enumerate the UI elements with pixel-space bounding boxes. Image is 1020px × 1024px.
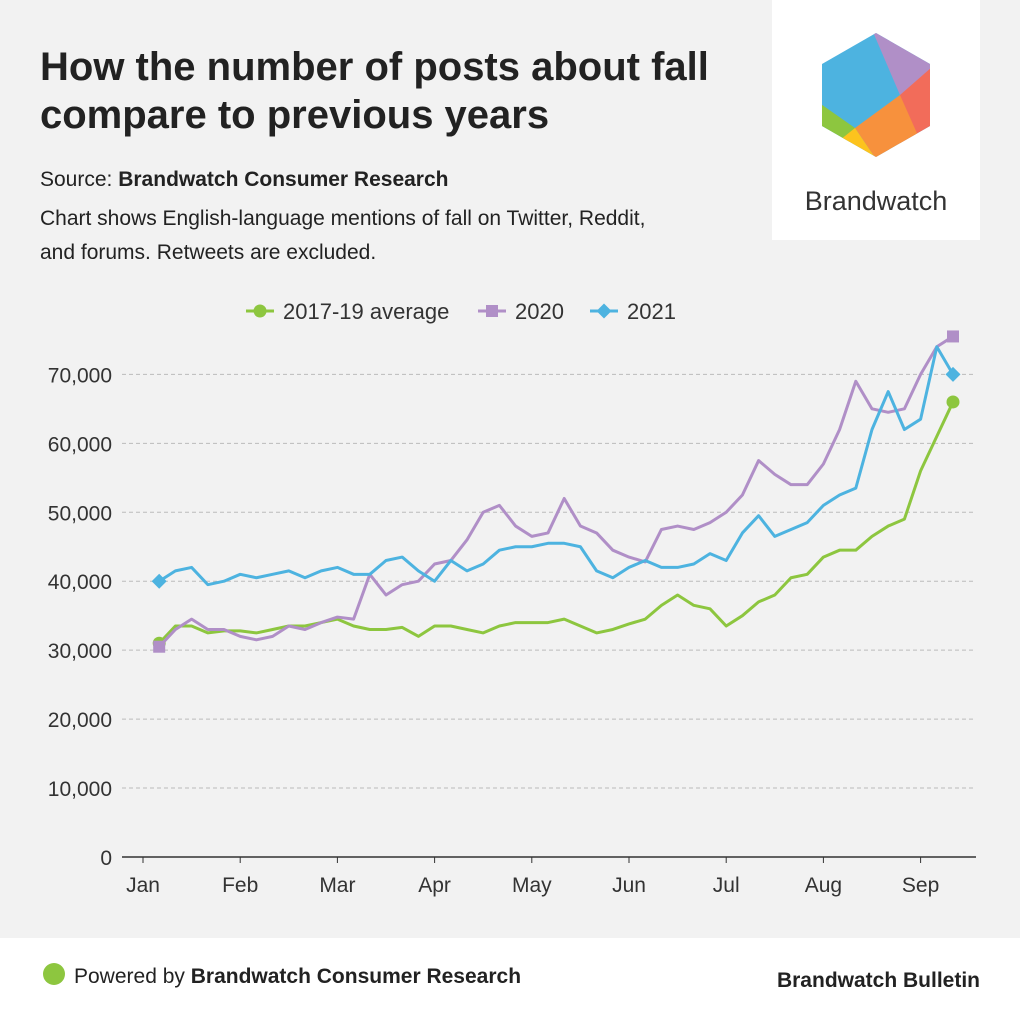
powered-name: Brandwatch Consumer Research — [191, 965, 521, 988]
x-tick-label: Jun — [612, 874, 646, 897]
legend-label: 2017-19 average — [283, 299, 449, 324]
end-marker — [945, 366, 961, 382]
x-tick-label: May — [512, 874, 552, 897]
title: How the number of posts about fall — [40, 45, 709, 89]
logo-text: Brandwatch — [805, 186, 948, 216]
x-tick-label: Jan — [126, 874, 160, 897]
x-tick-label: Feb — [222, 874, 258, 897]
legend-marker — [486, 305, 498, 317]
legend-label: 2020 — [515, 299, 564, 324]
powered: Powered by Brandwatch Consumer Research — [74, 965, 521, 988]
end-marker — [153, 640, 166, 653]
y-tick-label: 40,000 — [48, 571, 112, 594]
footer-dot — [43, 963, 65, 985]
legend-marker — [596, 303, 612, 319]
x-tick-label: Jul — [713, 874, 740, 897]
series-line — [158, 335, 954, 648]
source-label: Source: — [40, 168, 112, 191]
series-line — [158, 345, 955, 587]
footer-bg — [0, 938, 1020, 1020]
description: and forums. Retweets are excluded. — [40, 241, 376, 264]
y-tick-label: 70,000 — [48, 364, 112, 387]
end-marker — [946, 395, 960, 409]
y-tick-label: 10,000 — [48, 778, 112, 801]
source: Source: Brandwatch Consumer Research — [40, 168, 449, 191]
y-tick-label: 50,000 — [48, 502, 112, 525]
legend-marker — [253, 304, 267, 318]
y-tick-label: 30,000 — [48, 640, 112, 663]
x-tick-label: Apr — [418, 874, 451, 897]
x-tick-label: Sep — [902, 874, 939, 897]
end-marker — [947, 330, 959, 343]
y-tick-label: 20,000 — [48, 709, 112, 732]
y-tick-label: 60,000 — [48, 433, 112, 456]
footer-brand: Brandwatch Bulletin — [777, 969, 980, 992]
title: compare to previous years — [40, 93, 549, 137]
x-tick-label: Mar — [319, 874, 355, 897]
y-tick-label: 0 — [100, 847, 112, 870]
legend-label: 2021 — [627, 299, 676, 324]
powered-prefix: Powered by — [74, 965, 185, 988]
description: Chart shows English-language mentions of… — [40, 207, 645, 230]
source-name: Brandwatch Consumer Research — [118, 168, 448, 191]
x-tick-label: Aug — [805, 874, 842, 897]
end-marker — [151, 573, 167, 589]
